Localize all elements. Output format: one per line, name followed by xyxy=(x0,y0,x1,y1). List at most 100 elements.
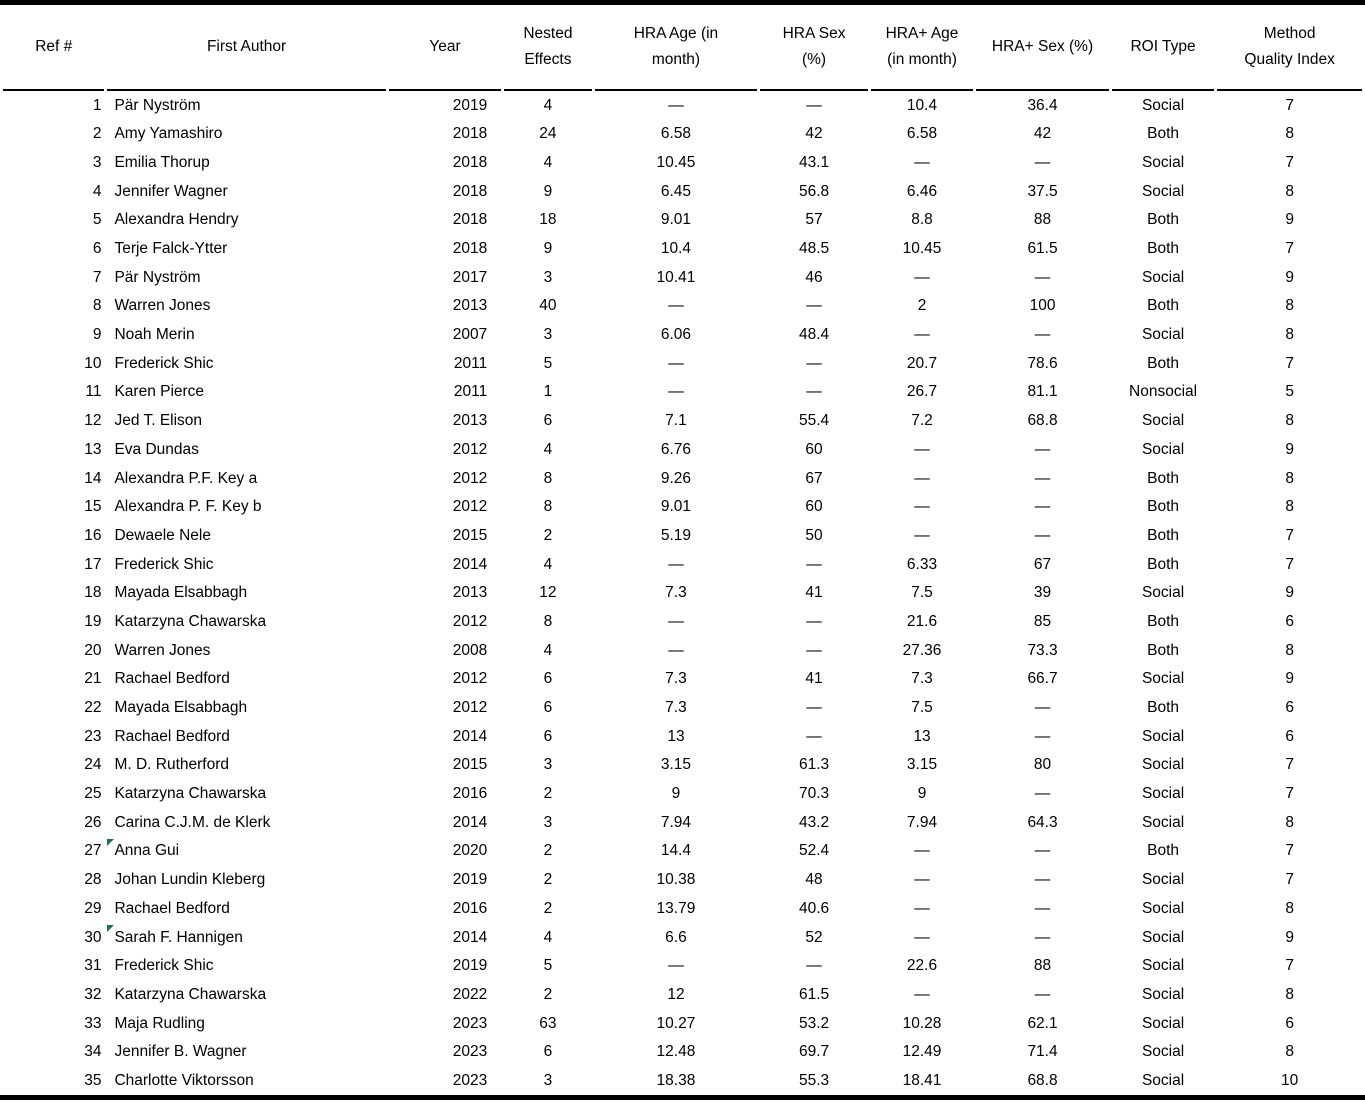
year-cell: 2011 xyxy=(453,354,488,372)
ref-cell: 20 xyxy=(84,641,102,659)
author-cell: Karen Pierce xyxy=(114,383,205,401)
mqi-cell: 8 xyxy=(1285,498,1294,516)
ref-cell: 25 xyxy=(84,785,102,803)
hra_sex-cell: 56.8 xyxy=(798,182,830,200)
year-cell: 2015 xyxy=(452,756,488,774)
hra_sex-cell: — xyxy=(806,641,822,659)
mqi-cell: 7 xyxy=(1285,785,1294,803)
mqi-cell: 6 xyxy=(1285,612,1294,630)
table-row: 17 Frederick Shic 2014 4 — — 6.33 67 Both 7 xyxy=(3,550,1362,579)
mqi-cell: 7 xyxy=(1285,526,1294,544)
table-row: 25 Katarzyna Chawarska 2016 2 9 70.3 9 — Social 7 xyxy=(3,780,1362,809)
hra_sex-cell: 57 xyxy=(805,211,823,229)
hrap_age-cell: 7.2 xyxy=(911,412,933,430)
table-row: 22 Mayada Elsabbagh 2012 6 7.3 — 7.5 — Both 6 xyxy=(3,693,1362,722)
hrap_sex-cell: 42 xyxy=(1033,125,1052,143)
hrap_sex-cell: 67 xyxy=(1033,555,1052,573)
hrap_sex-cell: 64.3 xyxy=(1027,813,1058,831)
year-cell: 2018 xyxy=(452,125,488,143)
hrap_age-cell: 20.7 xyxy=(906,354,938,372)
hrap_age-cell: 9 xyxy=(917,785,927,803)
roi-cell: Social xyxy=(1141,1014,1185,1032)
nested-cell: 24 xyxy=(539,125,557,143)
author-cell: Rachael Bedford xyxy=(114,899,230,917)
mqi-cell: 7 xyxy=(1285,957,1294,975)
roi-cell: Social xyxy=(1141,899,1185,917)
hrap_age-cell: 7.5 xyxy=(911,584,933,602)
hra_sex-cell: 40.6 xyxy=(798,899,830,917)
ref-cell: 2 xyxy=(92,125,102,143)
hrap_age-cell: — xyxy=(914,268,930,286)
hra_sex-cell: 55.4 xyxy=(798,412,830,430)
author-cell: Pär Nyström xyxy=(114,96,201,114)
year-cell: 2013 xyxy=(452,297,488,315)
table-row: 29 Rachael Bedford 2016 2 13.79 40.6 — — Social 8 xyxy=(3,894,1362,923)
year-cell: 2014 xyxy=(452,928,488,946)
author-cell: Carina C.J.M. de Klerk xyxy=(114,813,271,831)
nested-cell: 3 xyxy=(543,1071,553,1089)
hra_age-cell: 14.4 xyxy=(660,842,692,860)
mqi-cell: 7 xyxy=(1285,153,1294,171)
hra_sex-cell: — xyxy=(806,297,822,315)
year-cell: 2017 xyxy=(452,268,488,286)
nested-cell: 18 xyxy=(539,211,557,229)
roi-cell: Social xyxy=(1141,1071,1185,1089)
mqi-cell: 7 xyxy=(1285,96,1294,114)
author-cell: Frederick Shic xyxy=(114,555,214,573)
mqi-cell: 7 xyxy=(1285,354,1294,372)
hra_sex-cell: 43.2 xyxy=(798,813,830,831)
column-header-roi: ROI Type xyxy=(1111,5,1215,91)
hrap_age-cell: — xyxy=(914,985,930,1003)
mqi-cell: 8 xyxy=(1285,985,1294,1003)
hra_age-cell: — xyxy=(668,96,684,114)
ref-cell: 12 xyxy=(84,412,102,430)
nested-cell: 2 xyxy=(543,985,553,1003)
author-cell: Dewaele Nele xyxy=(114,526,211,544)
hrap_age-cell: — xyxy=(914,871,930,889)
author-cell: Pär Nyström xyxy=(114,268,201,286)
ref-cell: 9 xyxy=(92,326,102,344)
roi-cell: Social xyxy=(1141,96,1185,114)
hrap_sex-cell: 81.1 xyxy=(1027,383,1058,401)
year-cell: 2016 xyxy=(452,899,488,917)
author-cell: Alexandra P. F. Key b xyxy=(114,498,262,516)
hrap_age-cell: 26.7 xyxy=(906,383,938,401)
hrap_age-cell: — xyxy=(914,469,930,487)
hrap_age-cell: 3.15 xyxy=(906,756,938,774)
nested-cell: 63 xyxy=(539,1014,557,1032)
table-row: 4 Jennifer Wagner 2018 9 6.45 56.8 6.46 37.5 Soc… xyxy=(3,177,1362,206)
year-cell: 2018 xyxy=(452,211,488,229)
table-row: 5 Alexandra Hendry 2018 18 9.01 57 8.8 88 Both 9 xyxy=(3,206,1362,235)
hra_age-cell: 6.45 xyxy=(660,182,692,200)
author-cell: Mayada Elsabbagh xyxy=(114,699,248,717)
roi-cell: Social xyxy=(1141,871,1185,889)
hrap_sex-cell: 66.7 xyxy=(1027,670,1058,688)
hrap_age-cell: 6.46 xyxy=(906,182,938,200)
hrap_sex-cell: — xyxy=(1034,153,1051,171)
hra_age-cell: 12 xyxy=(667,985,685,1003)
ref-cell: 7 xyxy=(92,268,102,286)
mqi-cell: 5 xyxy=(1285,383,1294,401)
hrap_age-cell: — xyxy=(914,153,930,171)
hra_age-cell: 9.01 xyxy=(660,211,692,229)
hrap_age-cell: 7.5 xyxy=(911,699,933,717)
ref-cell: 14 xyxy=(84,469,102,487)
column-header-author: First Author xyxy=(107,5,386,91)
hrap_sex-cell: — xyxy=(1034,842,1051,860)
mqi-cell: 9 xyxy=(1285,584,1294,602)
roi-cell: Social xyxy=(1141,727,1185,745)
nested-cell: 8 xyxy=(543,612,553,630)
hra_age-cell: 6.06 xyxy=(660,326,692,344)
roi-cell: Both xyxy=(1147,354,1179,372)
author-cell: Rachael Bedford xyxy=(114,727,230,745)
table-row: 7 Pär Nyström 2017 3 10.41 46 — — Social 9 xyxy=(3,263,1362,292)
column-header-nested: Nested Effects xyxy=(504,5,592,91)
mqi-cell: 7 xyxy=(1285,555,1294,573)
hra_age-cell: 10.4 xyxy=(660,240,692,258)
nested-cell: 12 xyxy=(539,584,557,602)
roi-cell: Social xyxy=(1141,756,1185,774)
year-cell: 2013 xyxy=(452,584,488,602)
author-cell: Katarzyna Chawarska xyxy=(114,785,267,803)
hrap_sex-cell: 73.3 xyxy=(1027,641,1058,659)
roi-cell: Social xyxy=(1141,985,1185,1003)
